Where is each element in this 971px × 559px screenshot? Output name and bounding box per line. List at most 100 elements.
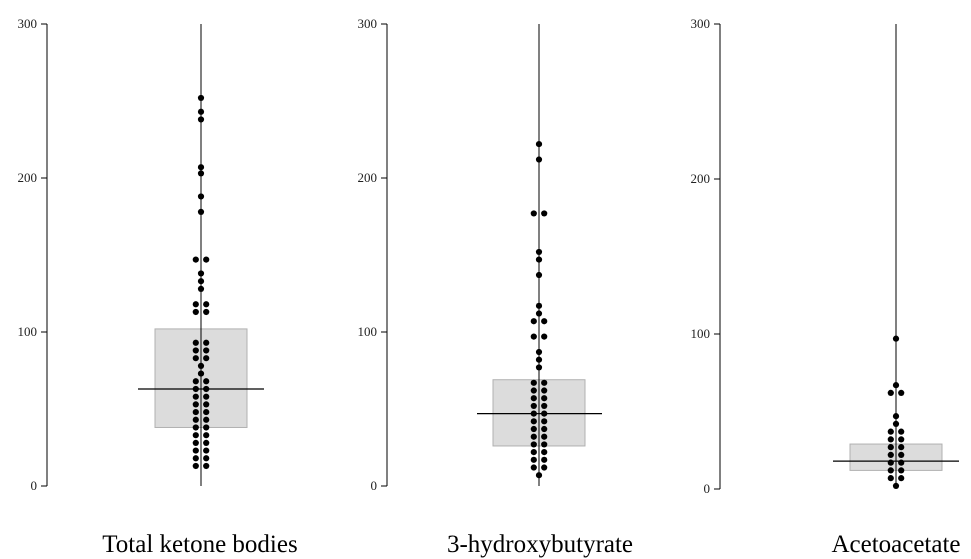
data-point (197, 170, 205, 177)
data-point (197, 94, 205, 102)
data-point (192, 408, 199, 416)
data-point (541, 449, 548, 456)
y-tick-label: 100 (18, 324, 38, 339)
data-point (192, 308, 199, 316)
data-point (203, 408, 210, 416)
data-point (887, 451, 894, 458)
data-point (535, 248, 543, 256)
data-point (541, 456, 548, 463)
data-point (530, 410, 537, 417)
data-point (203, 432, 210, 439)
y-tick-label: 200 (358, 170, 378, 185)
y-tick-label: 200 (691, 171, 711, 186)
data-point (530, 379, 537, 386)
data-point (192, 447, 199, 454)
data-point (197, 270, 205, 277)
data-point (892, 413, 900, 420)
data-point (887, 475, 894, 482)
data-point (892, 420, 900, 427)
data-point (192, 256, 199, 263)
data-point (192, 339, 199, 346)
data-point (535, 356, 543, 363)
data-point (192, 424, 199, 431)
data-point (192, 378, 199, 385)
data-point (535, 156, 543, 163)
data-point (203, 355, 210, 362)
data-point (541, 318, 548, 325)
data-point (203, 462, 210, 470)
data-point (530, 456, 537, 463)
data-point (530, 333, 537, 340)
data-point (541, 418, 548, 425)
data-point (530, 318, 537, 325)
data-point (203, 447, 210, 454)
data-point (541, 402, 548, 410)
data-point (535, 472, 543, 479)
data-point (535, 256, 543, 263)
data-point (192, 393, 199, 400)
data-point (530, 464, 537, 471)
y-tick-label: 200 (18, 170, 38, 185)
y-tick-label: 300 (691, 16, 711, 31)
data-point (192, 385, 199, 393)
data-point (197, 362, 205, 369)
data-point (887, 436, 894, 443)
y-tick-label: 100 (358, 324, 378, 339)
data-point (192, 401, 199, 408)
y-tick-label: 100 (691, 326, 711, 341)
data-point (530, 395, 537, 402)
data-point (535, 271, 543, 279)
data-point (898, 451, 905, 458)
data-point (530, 210, 537, 217)
y-tick-label: 0 (371, 478, 378, 493)
data-point (203, 401, 210, 408)
data-point (192, 301, 199, 308)
data-point (192, 347, 199, 354)
data-point (887, 389, 894, 396)
data-point (887, 428, 894, 435)
data-point (203, 256, 210, 263)
data-point (203, 308, 210, 316)
y-tick-label: 0 (704, 481, 711, 496)
data-point (898, 436, 905, 443)
data-point (203, 455, 210, 462)
data-point (898, 389, 905, 396)
data-point (197, 193, 205, 200)
data-point (535, 141, 543, 148)
data-point (892, 482, 900, 489)
data-point (203, 393, 210, 400)
y-tick-label: 300 (358, 16, 378, 31)
data-point (197, 208, 205, 215)
data-point (530, 449, 537, 456)
data-point (541, 387, 548, 394)
data-point (203, 347, 210, 354)
data-point (892, 335, 900, 342)
data-point (203, 301, 210, 308)
data-point (192, 416, 199, 423)
panel-title: Acetoacetate (831, 531, 960, 558)
data-point (203, 439, 210, 446)
data-point (541, 333, 548, 340)
data-point (197, 108, 205, 115)
data-point (203, 385, 210, 393)
data-point (887, 459, 894, 466)
data-point (192, 462, 199, 470)
data-point (535, 302, 543, 309)
data-point (530, 441, 537, 448)
data-point (197, 370, 205, 377)
data-point (203, 416, 210, 423)
data-point (887, 467, 894, 474)
data-point (541, 395, 548, 402)
data-point (898, 475, 905, 482)
data-point (530, 433, 537, 440)
data-point (541, 425, 548, 433)
data-point (541, 410, 548, 417)
data-point (535, 364, 543, 371)
data-point (892, 382, 900, 389)
y-tick-label: 0 (31, 478, 38, 493)
data-point (541, 464, 548, 471)
data-point (898, 459, 905, 466)
panel-title: 3-hydroxybutyrate (447, 531, 633, 558)
data-point (203, 378, 210, 385)
